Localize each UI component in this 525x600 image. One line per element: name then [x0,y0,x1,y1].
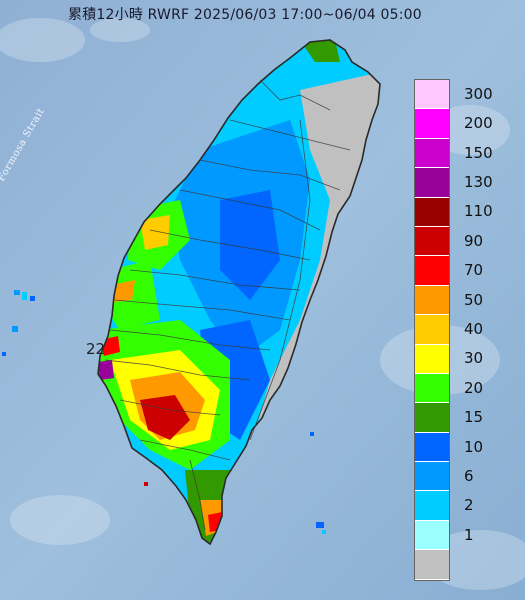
legend-label: 50 [464,290,484,309]
legend-swatch [415,491,449,521]
legend-swatch [415,256,449,286]
legend-label: 6 [464,466,474,485]
legend-swatch [415,432,449,463]
legend-swatch [415,80,449,110]
legend-swatch [415,403,449,433]
legend-label: 1 [464,525,474,544]
legend-label: 300 [464,84,493,103]
legend-label: 40 [464,319,484,338]
legend-swatch [415,285,449,316]
legend-swatch [415,197,449,227]
legend-swatch [415,138,449,169]
legend-label: 90 [464,231,484,250]
legend-label: 150 [464,143,493,162]
legend-label: 15 [464,408,484,427]
latitude-label: 22 [86,340,106,358]
legend-label: 130 [464,172,493,191]
legend-label: 2 [464,496,474,515]
county-boundaries [104,79,351,531]
sea-clouds [0,18,525,590]
taiwan-coastline [97,39,381,546]
legend-swatch [415,315,449,345]
legend-label: 20 [464,378,484,397]
offshore-echoes [2,290,326,534]
map-title: 累積12小時 RWRF 2025/06/03 17:00~06/04 05:00 [68,7,422,23]
legend-swatch [415,344,449,374]
legend-swatch [415,550,449,580]
legend-swatch [415,373,449,404]
legend-swatch [415,520,449,551]
legend-label: 200 [464,114,493,133]
legend-label: 10 [464,437,484,456]
legend-label: 70 [464,261,484,280]
legend-label: 110 [464,202,493,221]
legend-swatch [415,462,449,492]
legend-swatch [415,226,449,257]
legend-swatch [415,168,449,198]
legend-label: 30 [464,349,484,368]
color-legend [414,79,450,581]
legend-swatch [415,109,449,139]
